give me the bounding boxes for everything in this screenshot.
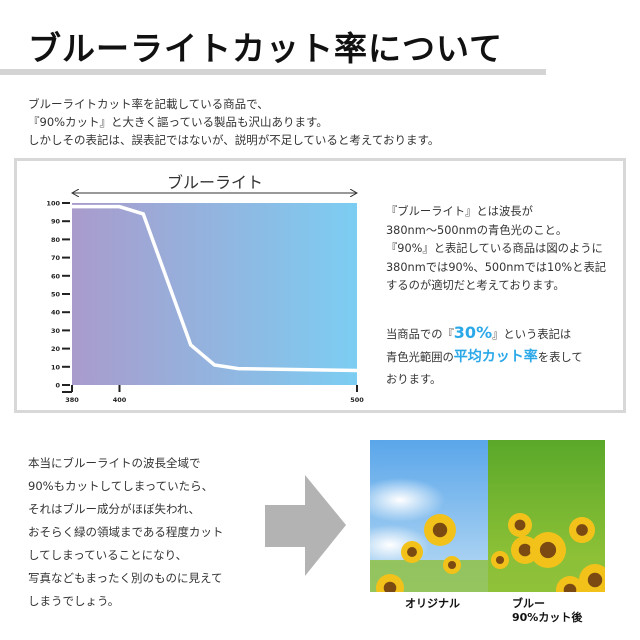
right-arrow-icon xyxy=(265,475,346,576)
y-tick-label: 80 xyxy=(51,236,61,244)
y-tick-label: 90 xyxy=(51,218,61,226)
intro-line: ブルーライトカット率を記載している商品で、 xyxy=(28,97,269,111)
y-tick-label: 70 xyxy=(51,254,61,262)
caption-after: ブルー 90%カット後 xyxy=(512,597,583,624)
sunflower-center xyxy=(447,560,457,570)
side-line: 380nmでは90%、500nmでは10%と表記 xyxy=(386,260,607,274)
y-tick-label: 50 xyxy=(51,291,61,299)
sunflower-center xyxy=(518,543,532,557)
lower-line: 90%もカットしてしまっていたら、 xyxy=(28,479,214,493)
explanation-box xyxy=(14,158,626,413)
y-tick-label: 100 xyxy=(46,200,60,208)
sunflower-center xyxy=(407,547,417,557)
highlight-average: 平均カット率 xyxy=(453,349,538,365)
intro-line: 『90%カット』と大きく謳っている製品も沢山あります。 xyxy=(28,115,328,129)
side-line: 青色光範囲の平均カット率を表して xyxy=(386,349,583,365)
cut-rate-chart: ブルーライト 0 10 20 30 40 50 60 70 80 90 100 380 400 500 xyxy=(46,173,364,404)
y-tick-label: 40 xyxy=(51,309,61,317)
y-tick-label: 0 xyxy=(55,382,60,390)
plot-area xyxy=(72,203,357,385)
sunflower-center xyxy=(432,522,448,538)
x-tick-label: 380 xyxy=(65,396,79,404)
sunflower-center xyxy=(514,519,526,531)
y-tick-label: 10 xyxy=(51,363,61,371)
sunflower-comparison-photo xyxy=(370,440,605,592)
x-tick-label: 500 xyxy=(350,396,364,404)
intro-line: しかしその表記は、誤表記ではないが、説明が不足していると考えております。 xyxy=(28,133,440,147)
side-line: 380nm〜500nmの青色光のこと。 xyxy=(386,223,568,237)
sunflower-center xyxy=(495,555,505,565)
side-line: するのが適切だと考えております。 xyxy=(386,279,565,292)
lower-line: 写真などもまったく別のものに見えて xyxy=(28,571,223,585)
sunflower-center xyxy=(383,581,397,592)
title-underline xyxy=(0,69,546,75)
side-line: 『ブルーライト』とは波長が xyxy=(386,205,533,218)
y-tick-label: 30 xyxy=(51,327,61,335)
side-line: 『90%』と表記している商品は図のように xyxy=(386,242,603,255)
lower-line: しまうでしょう。 xyxy=(28,594,120,608)
sunflower-center xyxy=(563,583,577,592)
lower-line: 本当にブルーライトの波長全域で xyxy=(28,456,201,470)
lower-line: それはブルー成分がほぼ失われ、 xyxy=(28,502,201,516)
chart-title: ブルーライト xyxy=(167,173,263,192)
x-tick-label: 400 xyxy=(113,396,127,404)
side-line: 当商品での『30%』という表記は xyxy=(386,323,572,342)
caption-original: オリジナル xyxy=(405,597,460,610)
sunflower-center xyxy=(587,572,603,588)
lower-line: おそらく緑の領域まである程度カット xyxy=(28,525,224,539)
y-tick-label: 60 xyxy=(51,272,61,280)
page-title: ブルーライトカット率について xyxy=(28,29,504,68)
side-line: おります。 xyxy=(386,373,442,386)
y-tick-label: 20 xyxy=(51,345,61,353)
sunflower-center xyxy=(576,524,588,536)
highlight-30: 30% xyxy=(453,323,493,342)
lower-line: してしまっていることになり、 xyxy=(28,548,188,562)
sunflower-center xyxy=(539,541,557,559)
